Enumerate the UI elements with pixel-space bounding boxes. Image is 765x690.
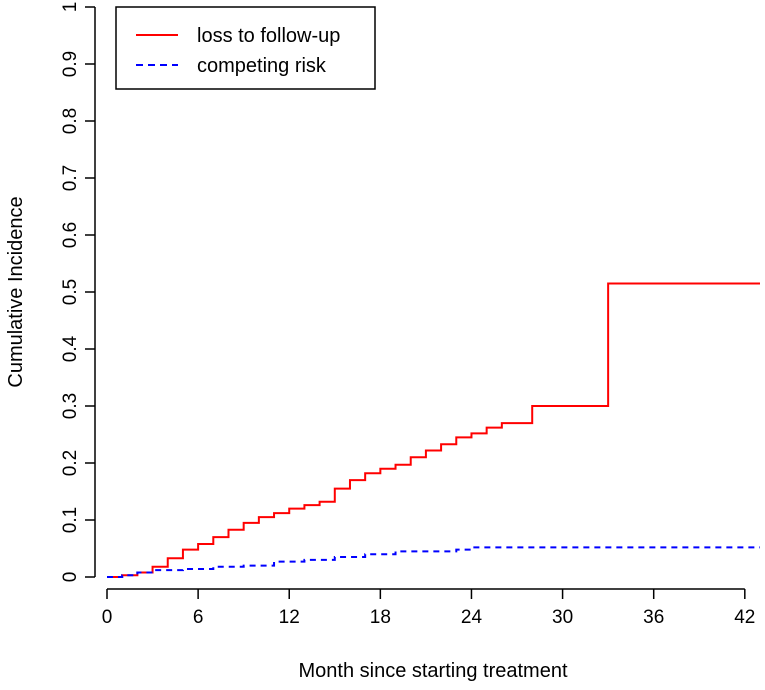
y-tick-label: 0.9 [60,51,81,77]
y-tick-label: 0.6 [60,222,81,248]
y-axis-ticks: 0 0.1 0.2 0.3 0.4 0.5 0.6 0.7 0.8 0.9 1 [60,2,95,583]
grid-and-axes: 0 0.1 0.2 0.3 0.4 0.5 0.6 0.7 0.8 0.9 1 0 6 12 18 24 30… [60,2,755,628]
y-tick-label: 0.2 [60,450,81,476]
x-tick-label: 24 [461,607,483,628]
y-tick-label: 0.8 [60,108,81,134]
x-tick-label: 6 [193,607,204,628]
legend: loss to follow-up competing risk [115,6,376,90]
legend-label-loss-to-follow-up: loss to follow-up [197,25,340,47]
y-tick-label: 0.7 [60,165,81,191]
x-tick-label: 36 [643,607,664,628]
series-line-loss-to-follow-up [107,282,760,578]
y-tick-label: 0 [60,572,81,583]
series-line-competing-risk [107,546,760,578]
series-layer [107,282,760,578]
x-tick-label: 12 [279,607,300,628]
x-tick-label: 0 [102,607,113,628]
y-tick-label: 1 [60,2,81,13]
x-tick-label: 42 [734,607,755,628]
x-axis-ticks: 0 6 12 18 24 30 36 42 [102,589,755,628]
x-tick-label: 18 [370,607,391,628]
y-tick-label: 0.4 [60,335,81,362]
x-tick-label: 30 [552,607,573,628]
y-tick-label: 0.5 [60,279,81,305]
x-axis-title: Month since starting treatment [298,660,567,682]
legend-box [115,6,376,90]
y-axis-title: Cumulative Incidence [5,196,27,387]
legend-label-competing-risk: competing risk [197,55,327,77]
y-tick-label: 0.1 [60,507,81,533]
y-tick-label: 0.3 [60,393,81,419]
